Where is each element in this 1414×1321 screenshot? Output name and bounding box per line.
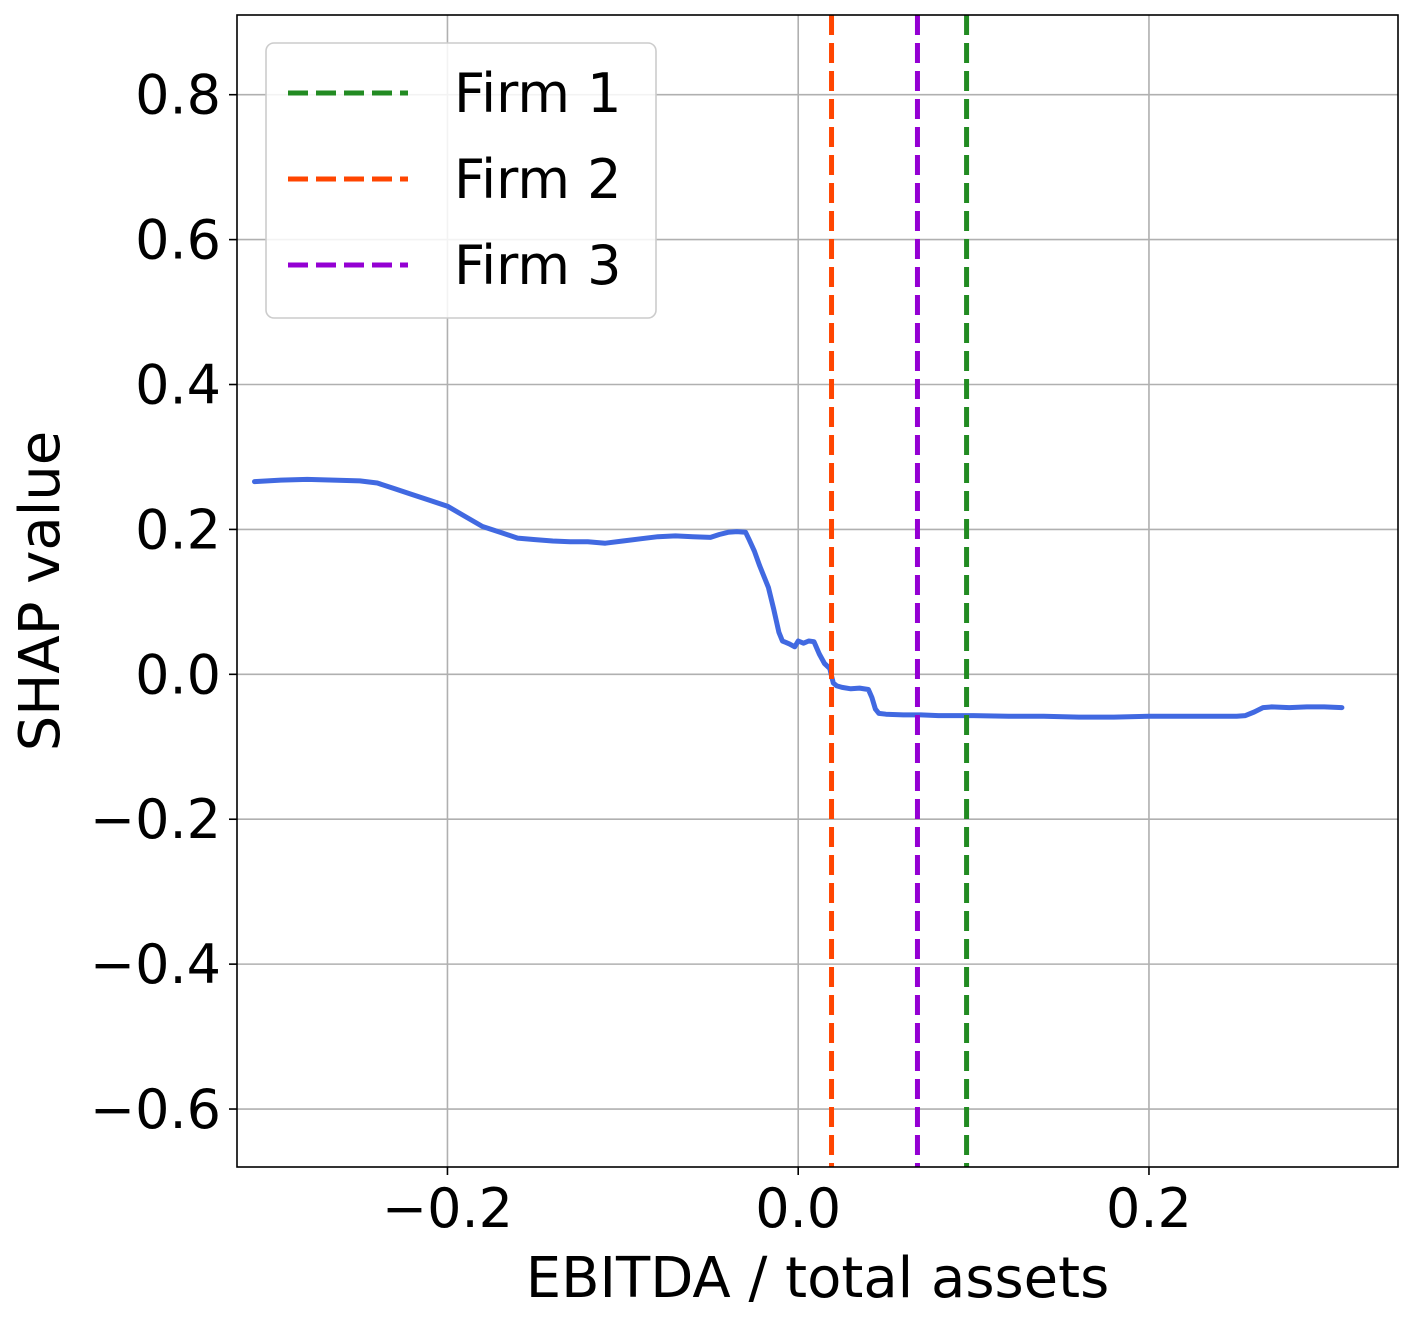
legend-label: Firm 3 [454,234,622,297]
y-tick-label: −0.2 [90,788,221,851]
y-tick-label: 0.8 [135,64,221,127]
grid [237,15,1398,1167]
y-tick-label: −0.6 [90,1078,221,1141]
y-tick-label: 0.6 [135,209,221,272]
y-tick-label: 0.4 [135,354,221,417]
x-tick-label: 0.0 [755,1177,841,1240]
series-layer [252,15,1345,1167]
legend: Firm 1 Firm 2 Firm 3 [265,42,657,319]
legend-box [265,42,657,319]
y-tick-label: 0.2 [135,498,221,561]
plot-frame [236,14,1399,1168]
legend-label: Firm 2 [454,148,622,211]
y-tick-label: −0.4 [90,933,221,996]
x-tick-label: −0.2 [382,1177,513,1240]
legend-label: Firm 1 [454,62,622,125]
tick-layer: −0.2 0.0 0.2 0.8 0.6 0.4 0.2 0.0 −0.2 −0.4 −0.6 [90,64,1192,1240]
y-axis-label: SHAP value [8,431,73,752]
x-tick-label: 0.2 [1106,1177,1192,1240]
x-axis-label: EBITDA / total assets [526,1246,1110,1311]
shap-curve [252,476,1345,720]
y-tick-label: 0.0 [135,643,221,706]
